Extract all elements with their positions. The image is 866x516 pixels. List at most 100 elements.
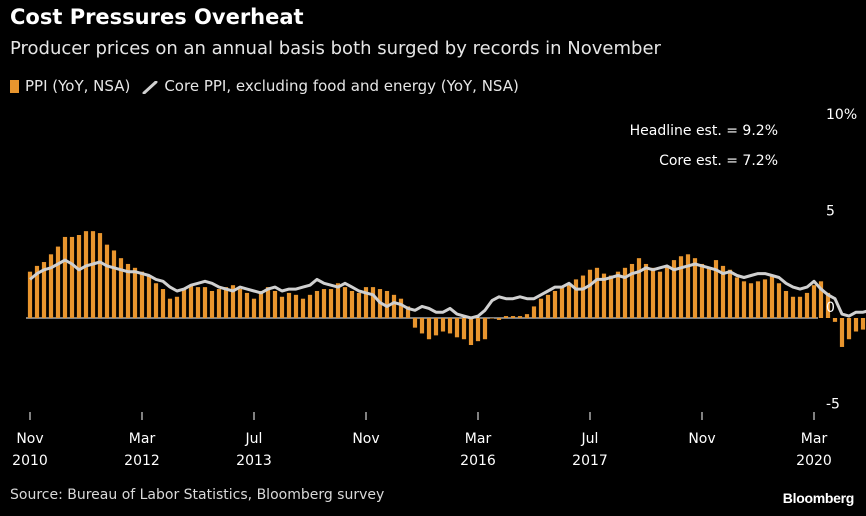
ppi-bar [55, 246, 61, 318]
ppi-bar [321, 289, 327, 318]
ppi-bar [167, 298, 173, 318]
ppi-bar [797, 296, 803, 318]
ppi-bar [531, 306, 537, 318]
ppi-bar [48, 254, 54, 318]
x-tick-month: Mar [801, 431, 828, 447]
ppi-bar [349, 290, 355, 318]
brand-logo: Bloomberg [782, 490, 855, 506]
chart-subtitle: Producer prices on an annual basis both … [10, 38, 661, 59]
x-tick-year: 2016 [460, 453, 496, 469]
ppi-bar [601, 273, 607, 318]
ppi-bar [650, 267, 656, 318]
ppi-bar [545, 294, 551, 318]
ppi-bar [524, 314, 530, 318]
ppi-bar [748, 283, 754, 318]
ppi-bar [160, 289, 166, 318]
ppi-bar [286, 292, 292, 318]
ppi-bar [244, 292, 250, 318]
ppi-bar [587, 269, 593, 318]
ppi-bar [83, 231, 89, 318]
ppi-bar [741, 281, 747, 318]
ppi-bar [790, 296, 796, 318]
ppi-bar [552, 290, 558, 318]
ppi-bar [209, 290, 215, 318]
ppi-bar [265, 287, 271, 318]
ppi-bar [629, 263, 635, 318]
x-tick-month: Jul [245, 431, 263, 447]
ppi-bar [755, 281, 761, 318]
legend-label-core: Core PPI, excluding food and energy (YoY… [164, 77, 519, 95]
ppi-bar [27, 271, 33, 318]
ppi-bar [41, 262, 47, 318]
ppi-bar [811, 285, 817, 318]
ppi-bar [237, 289, 243, 318]
y-tick-label: 0 [826, 300, 835, 316]
ppi-bar [419, 318, 425, 334]
ppi-bar [90, 231, 96, 318]
ppi-bar [853, 318, 859, 332]
ppi-bar [426, 318, 432, 340]
ppi-bar [230, 285, 236, 318]
legend-label-ppi: PPI (YoY, NSA) [25, 77, 131, 95]
x-tick-year: 2020 [796, 453, 832, 469]
ppi-bar [125, 263, 131, 318]
ppi-bar [468, 318, 474, 346]
ppi-bar [293, 294, 299, 318]
x-tick-year: 2012 [124, 453, 160, 469]
ppi-bar [846, 318, 852, 340]
ppi-bar [622, 267, 628, 318]
ppi-bar [692, 258, 698, 318]
x-tick-month: Nov [16, 431, 43, 447]
ppi-bar [202, 287, 208, 318]
ppi-bar [153, 283, 159, 318]
ppi-bar [657, 271, 663, 318]
ppi-bar [489, 318, 495, 319]
ppi-bar [132, 267, 138, 318]
ppi-bar [195, 287, 201, 318]
ppi-bar [111, 250, 117, 318]
ppi-bar [664, 265, 670, 318]
ppi-bar [573, 279, 579, 318]
ppi-bar [440, 318, 446, 332]
x-tick-year: 2017 [572, 453, 608, 469]
y-tick-label: 5 [826, 204, 835, 220]
ppi-bar [566, 283, 572, 318]
x-tick-month: Mar [465, 431, 492, 447]
ppi-bar [139, 271, 145, 318]
ppi-bar [713, 260, 719, 318]
ppi-bar [706, 267, 712, 318]
ppi-bar [678, 256, 684, 318]
ppi-bar [832, 318, 838, 322]
ppi-bar [510, 316, 516, 318]
ppi-bar [503, 316, 509, 318]
ppi-bar [769, 275, 775, 318]
ppi-bar [118, 258, 124, 318]
ppi-bar [216, 289, 222, 318]
ppi-bar [300, 298, 306, 318]
ppi-bar [258, 290, 264, 318]
ppi-bar [447, 318, 453, 334]
ppi-bar [146, 275, 152, 318]
ppi-bar [412, 318, 418, 328]
ppi-bar [335, 283, 341, 318]
ppi-bar [839, 318, 845, 347]
ppi-bar [461, 318, 467, 340]
ppi-bar [538, 298, 544, 318]
ppi-bar [580, 275, 586, 318]
ppi-bar [685, 254, 691, 318]
ppi-bar [174, 296, 180, 318]
x-tick-year: 2013 [236, 453, 272, 469]
ppi-bar [825, 292, 831, 318]
ppi-bar [181, 289, 187, 318]
ppi-bar [818, 281, 824, 318]
ppi-bar [727, 269, 733, 318]
annotation-label: Core est. = 7.2% [659, 153, 778, 169]
ppi-bar [356, 292, 362, 318]
ppi-bar [405, 306, 411, 318]
y-tick-label: 10% [826, 107, 857, 123]
legend-swatch-ppi [10, 79, 19, 93]
ppi-bar [720, 265, 726, 318]
x-tick-month: Nov [352, 431, 379, 447]
x-tick-month: Nov [688, 431, 715, 447]
ppi-bar [97, 233, 103, 318]
